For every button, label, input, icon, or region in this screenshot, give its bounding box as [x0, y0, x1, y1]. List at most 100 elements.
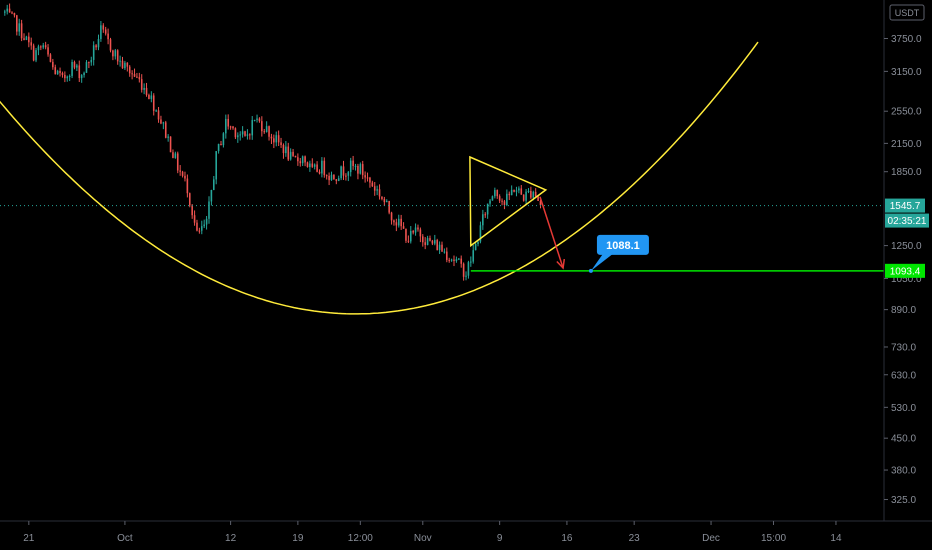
price-tick-label: 325.0 — [891, 495, 916, 506]
time-tick-label: Oct — [117, 533, 133, 544]
currency-badge[interactable]: USDT — [889, 4, 925, 21]
price-tick-label: 530.0 — [891, 403, 916, 414]
candle-body — [71, 62, 73, 76]
candle-body — [378, 189, 381, 197]
candle-body — [328, 175, 330, 181]
candle-body — [297, 157, 299, 162]
candle-body — [196, 222, 198, 231]
candle-body — [64, 74, 66, 79]
countdown-tag: 02:35:21 — [885, 213, 929, 228]
candle-body — [429, 238, 431, 241]
candle-body — [155, 110, 157, 112]
triangle-pattern[interactable] — [469, 155, 548, 248]
candle-body — [506, 193, 508, 206]
candle-body — [83, 72, 85, 76]
candle-body — [131, 73, 133, 75]
candle-body — [92, 45, 95, 60]
candle-body — [116, 50, 119, 62]
candle-body — [119, 60, 121, 62]
candle-body — [210, 189, 213, 202]
candle-body — [191, 205, 193, 216]
candle-body — [438, 244, 441, 251]
candle-body — [68, 75, 71, 77]
countdown-tag-box — [885, 213, 929, 228]
candle-body — [124, 62, 126, 69]
candle-body — [383, 198, 386, 203]
candle-body — [313, 164, 316, 167]
candle-body — [145, 87, 148, 95]
candle-body — [453, 259, 455, 262]
price-tick-label: 890.0 — [891, 305, 916, 316]
candle-body — [431, 240, 434, 244]
time-tick-label: 15:00 — [761, 533, 786, 544]
candle-body — [107, 33, 109, 40]
candle-body — [174, 153, 177, 158]
candle-body — [462, 263, 465, 277]
candle-body — [11, 12, 13, 14]
candle-body — [80, 75, 83, 79]
candle-body — [85, 62, 88, 73]
candle-body — [253, 119, 256, 121]
current-price-tag-box — [885, 198, 925, 213]
candle-body — [222, 133, 225, 146]
candle-body — [237, 135, 239, 138]
candle-body — [311, 163, 314, 167]
price-tick-label: 1250.0 — [891, 241, 922, 252]
candle-body — [152, 95, 155, 111]
candle-body — [366, 177, 369, 179]
price-tick-label: 2550.0 — [891, 107, 922, 118]
candle-body — [220, 143, 222, 146]
price-tick-label: 3750.0 — [891, 34, 922, 45]
candle-body — [530, 190, 532, 198]
price-callout[interactable]: 1088.1 — [588, 234, 649, 273]
candle-body — [489, 200, 491, 204]
candle-body — [88, 62, 90, 64]
candle-body — [426, 238, 429, 245]
candle-body — [477, 241, 479, 244]
candle-body — [212, 179, 215, 190]
candle-body — [537, 196, 539, 201]
candle-body — [527, 190, 530, 192]
candle-body — [417, 227, 419, 230]
candle-body — [323, 160, 326, 176]
projection-arrow[interactable] — [539, 196, 566, 270]
candle-body — [294, 155, 297, 158]
callout-anchor-dot — [588, 268, 593, 273]
candle-body — [361, 164, 364, 176]
candle-body — [229, 126, 232, 128]
candle-body — [160, 119, 162, 124]
candle-body — [373, 186, 376, 191]
candle-body — [270, 136, 273, 139]
price-axis[interactable]: 3750.0 3150.0 2550.0 2150.0 1850.0 1250.0 1050… — [883, 0, 929, 521]
candle-body — [215, 151, 217, 180]
candle-body — [40, 46, 42, 48]
candle-body — [371, 182, 374, 187]
candle-body — [181, 171, 184, 176]
candle-body — [263, 131, 266, 133]
candle-body — [376, 189, 378, 191]
candle-body — [486, 203, 489, 215]
price-tick-label: 630.0 — [891, 370, 916, 381]
time-axis[interactable]: 21 Oct 12 19 12:00 Nov 9 16 23 Dec 15:00 14 — [0, 520, 932, 544]
candle-body — [465, 275, 467, 277]
price-tick-label: 3150.0 — [891, 67, 922, 78]
candle-body — [251, 120, 254, 136]
candle-body — [47, 47, 49, 55]
candle-body — [443, 251, 446, 253]
candle-body — [184, 175, 186, 179]
candle-body — [520, 188, 523, 195]
candle-body — [30, 42, 33, 46]
candle-body — [309, 163, 311, 168]
candle-body — [73, 62, 76, 68]
parabola-curve[interactable] — [0, 41, 759, 315]
candle-body — [44, 45, 47, 48]
candle-body — [169, 136, 172, 153]
price-axis-ticks: 3750.0 3150.0 2550.0 2150.0 1850.0 1250.0 1050… — [884, 34, 922, 506]
candle-body — [501, 200, 503, 202]
candle-body — [277, 135, 280, 143]
candle-body — [167, 136, 169, 138]
candle-body — [232, 126, 234, 129]
price-tick-label: 730.0 — [891, 342, 916, 353]
candle-body — [176, 153, 179, 171]
